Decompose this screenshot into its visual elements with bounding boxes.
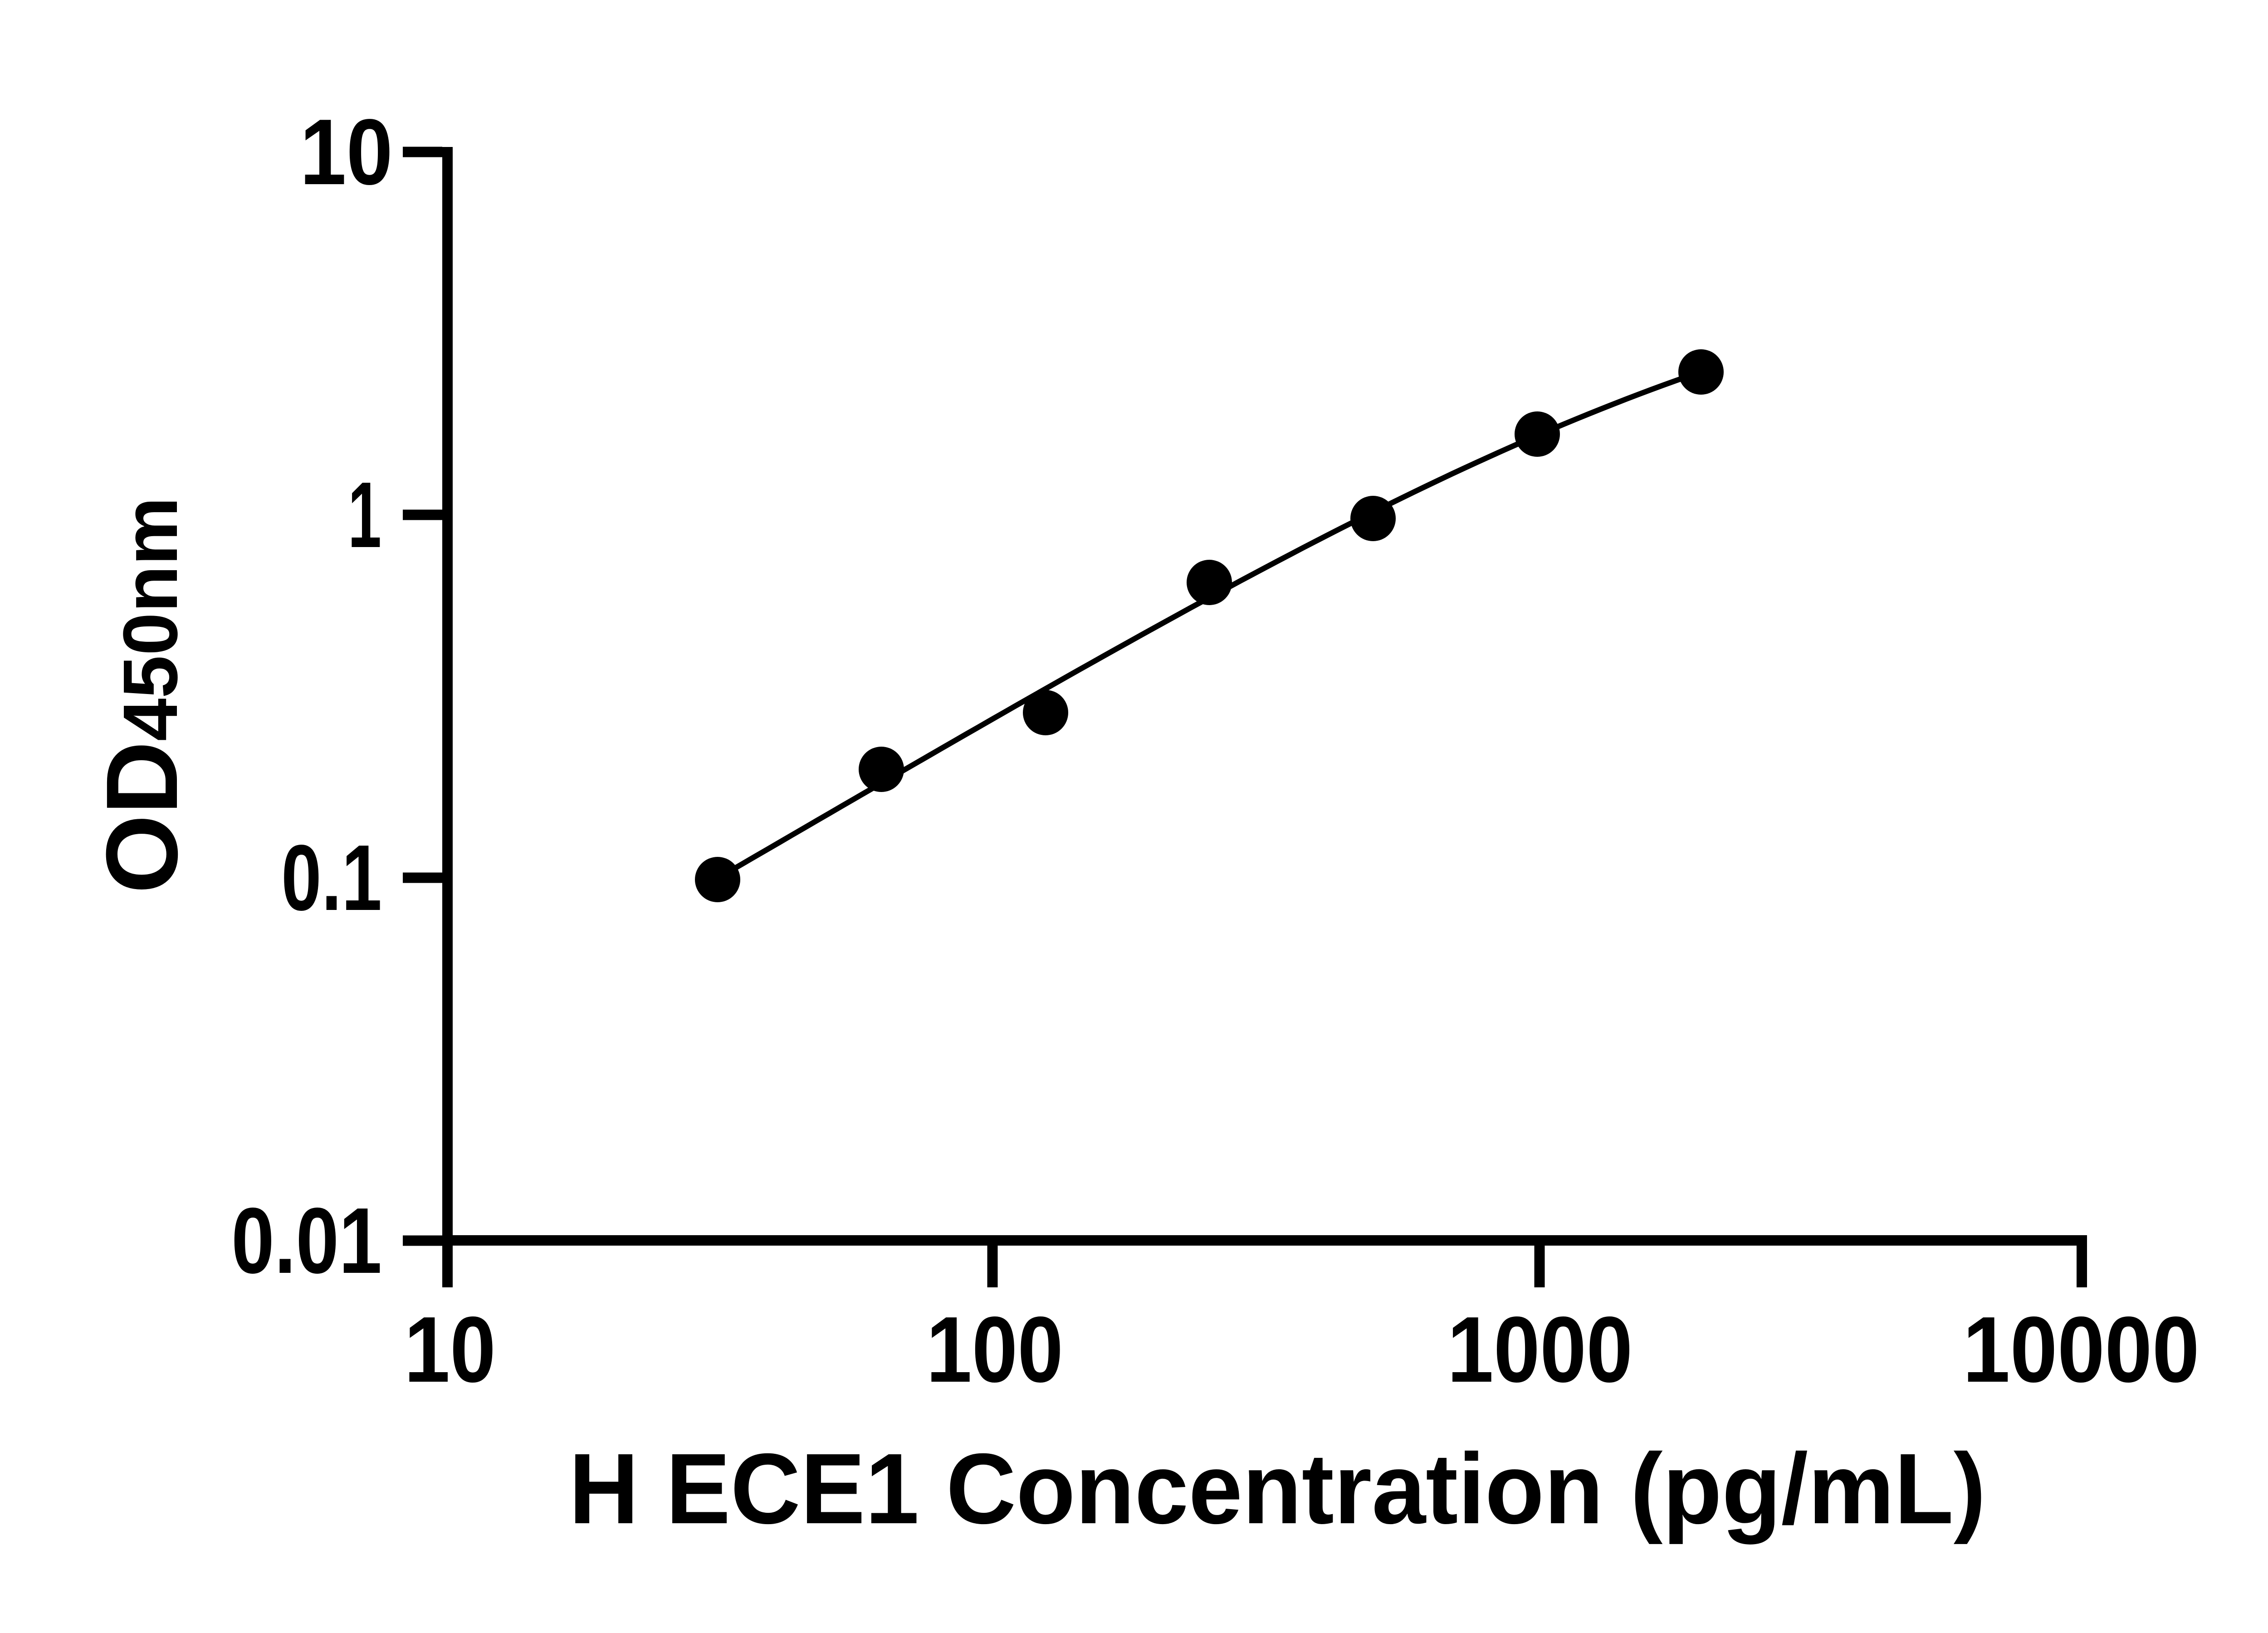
svg-text:10000: 10000: [1963, 1297, 2200, 1402]
svg-text:100: 100: [926, 1297, 1063, 1402]
svg-text:1: 1: [348, 463, 381, 567]
svg-text:OD450nm: OD450nm: [85, 497, 199, 894]
svg-text:H ECE1 Concentration (pg/mL): H ECE1 Concentration (pg/mL): [569, 1433, 1986, 1545]
svg-text:0.1: 0.1: [281, 826, 382, 930]
svg-text:10: 10: [404, 1297, 496, 1402]
svg-text:10: 10: [300, 100, 393, 204]
svg-text:0.01: 0.01: [231, 1188, 382, 1293]
svg-text:1000: 1000: [1447, 1297, 1633, 1402]
